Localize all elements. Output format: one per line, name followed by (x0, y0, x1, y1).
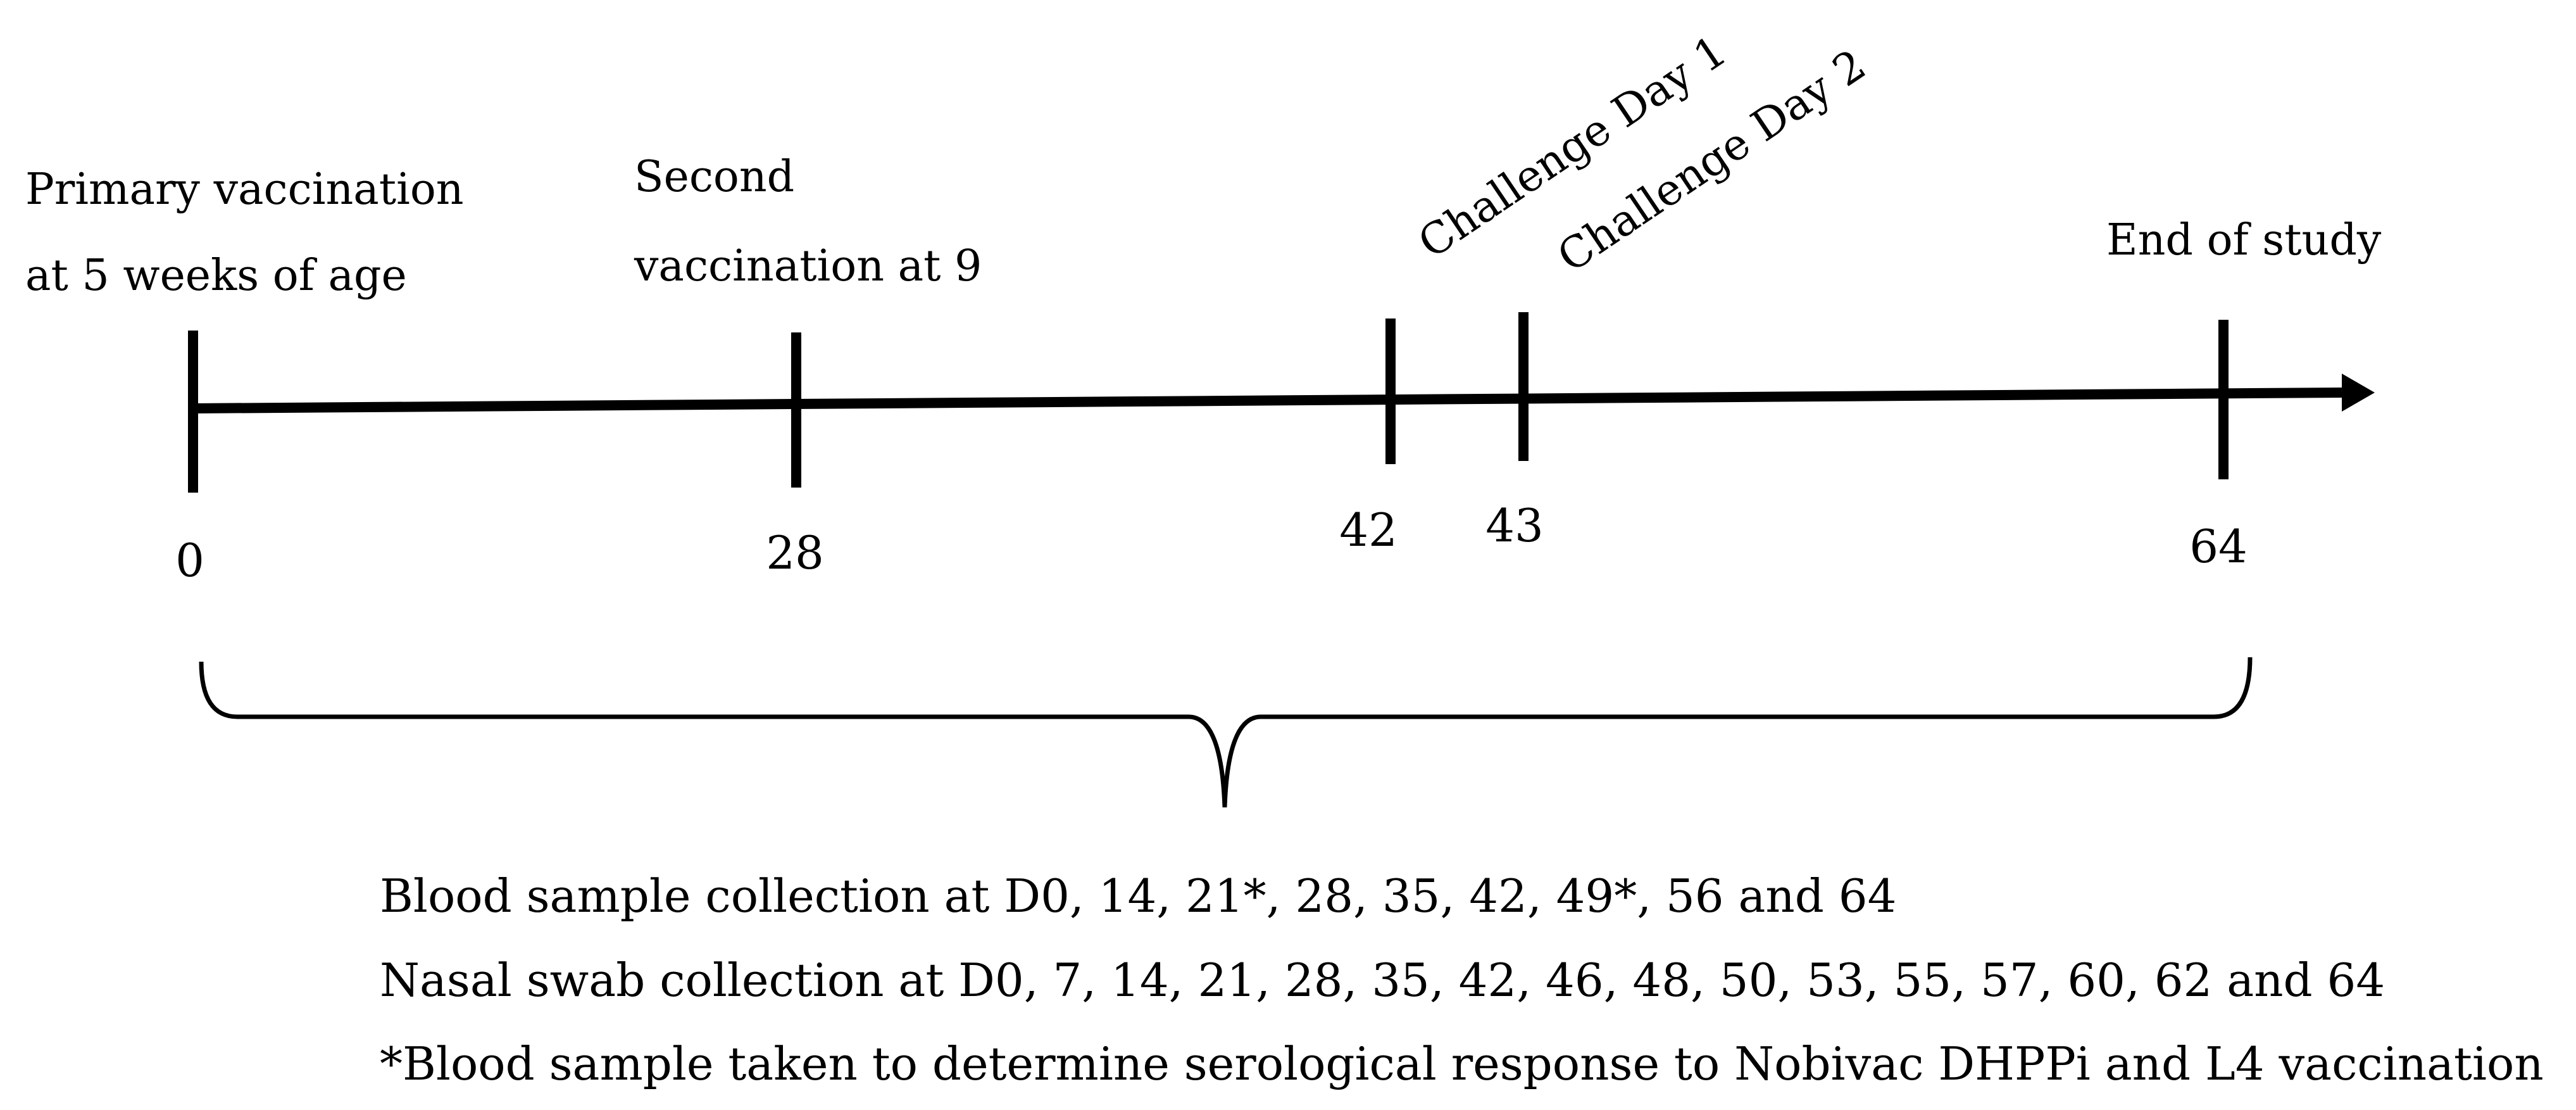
timeline-axis (192, 388, 2342, 413)
event-label-second-vaccination-line1: Second (634, 152, 794, 202)
timeline-arrowhead (2342, 374, 2375, 412)
day-label-0: 0 (175, 534, 204, 587)
day-label-42: 42 (1339, 503, 1397, 557)
day-label-28: 28 (766, 526, 824, 579)
event-label-primary-vaccination-line1: Primary vaccination (25, 165, 464, 215)
event-label-primary-vaccination-line2: at 5 weeks of age (25, 251, 407, 301)
study-period-brace (199, 657, 2253, 808)
note-serological-response: *Blood sample taken to determine serolog… (380, 1037, 2544, 1090)
event-label-end-of-study: End of study (2106, 215, 2382, 265)
note-nasal-swab-collection: Nasal swab collection at D0, 7, 14, 21, … (380, 954, 2385, 1007)
note-blood-sample-collection: Blood sample collection at D0, 14, 21*, … (380, 869, 1896, 923)
event-label-second-vaccination-line2: vaccination at 9 (634, 241, 982, 291)
day-label-64: 64 (2189, 520, 2248, 573)
day-label-43: 43 (1485, 499, 1544, 552)
